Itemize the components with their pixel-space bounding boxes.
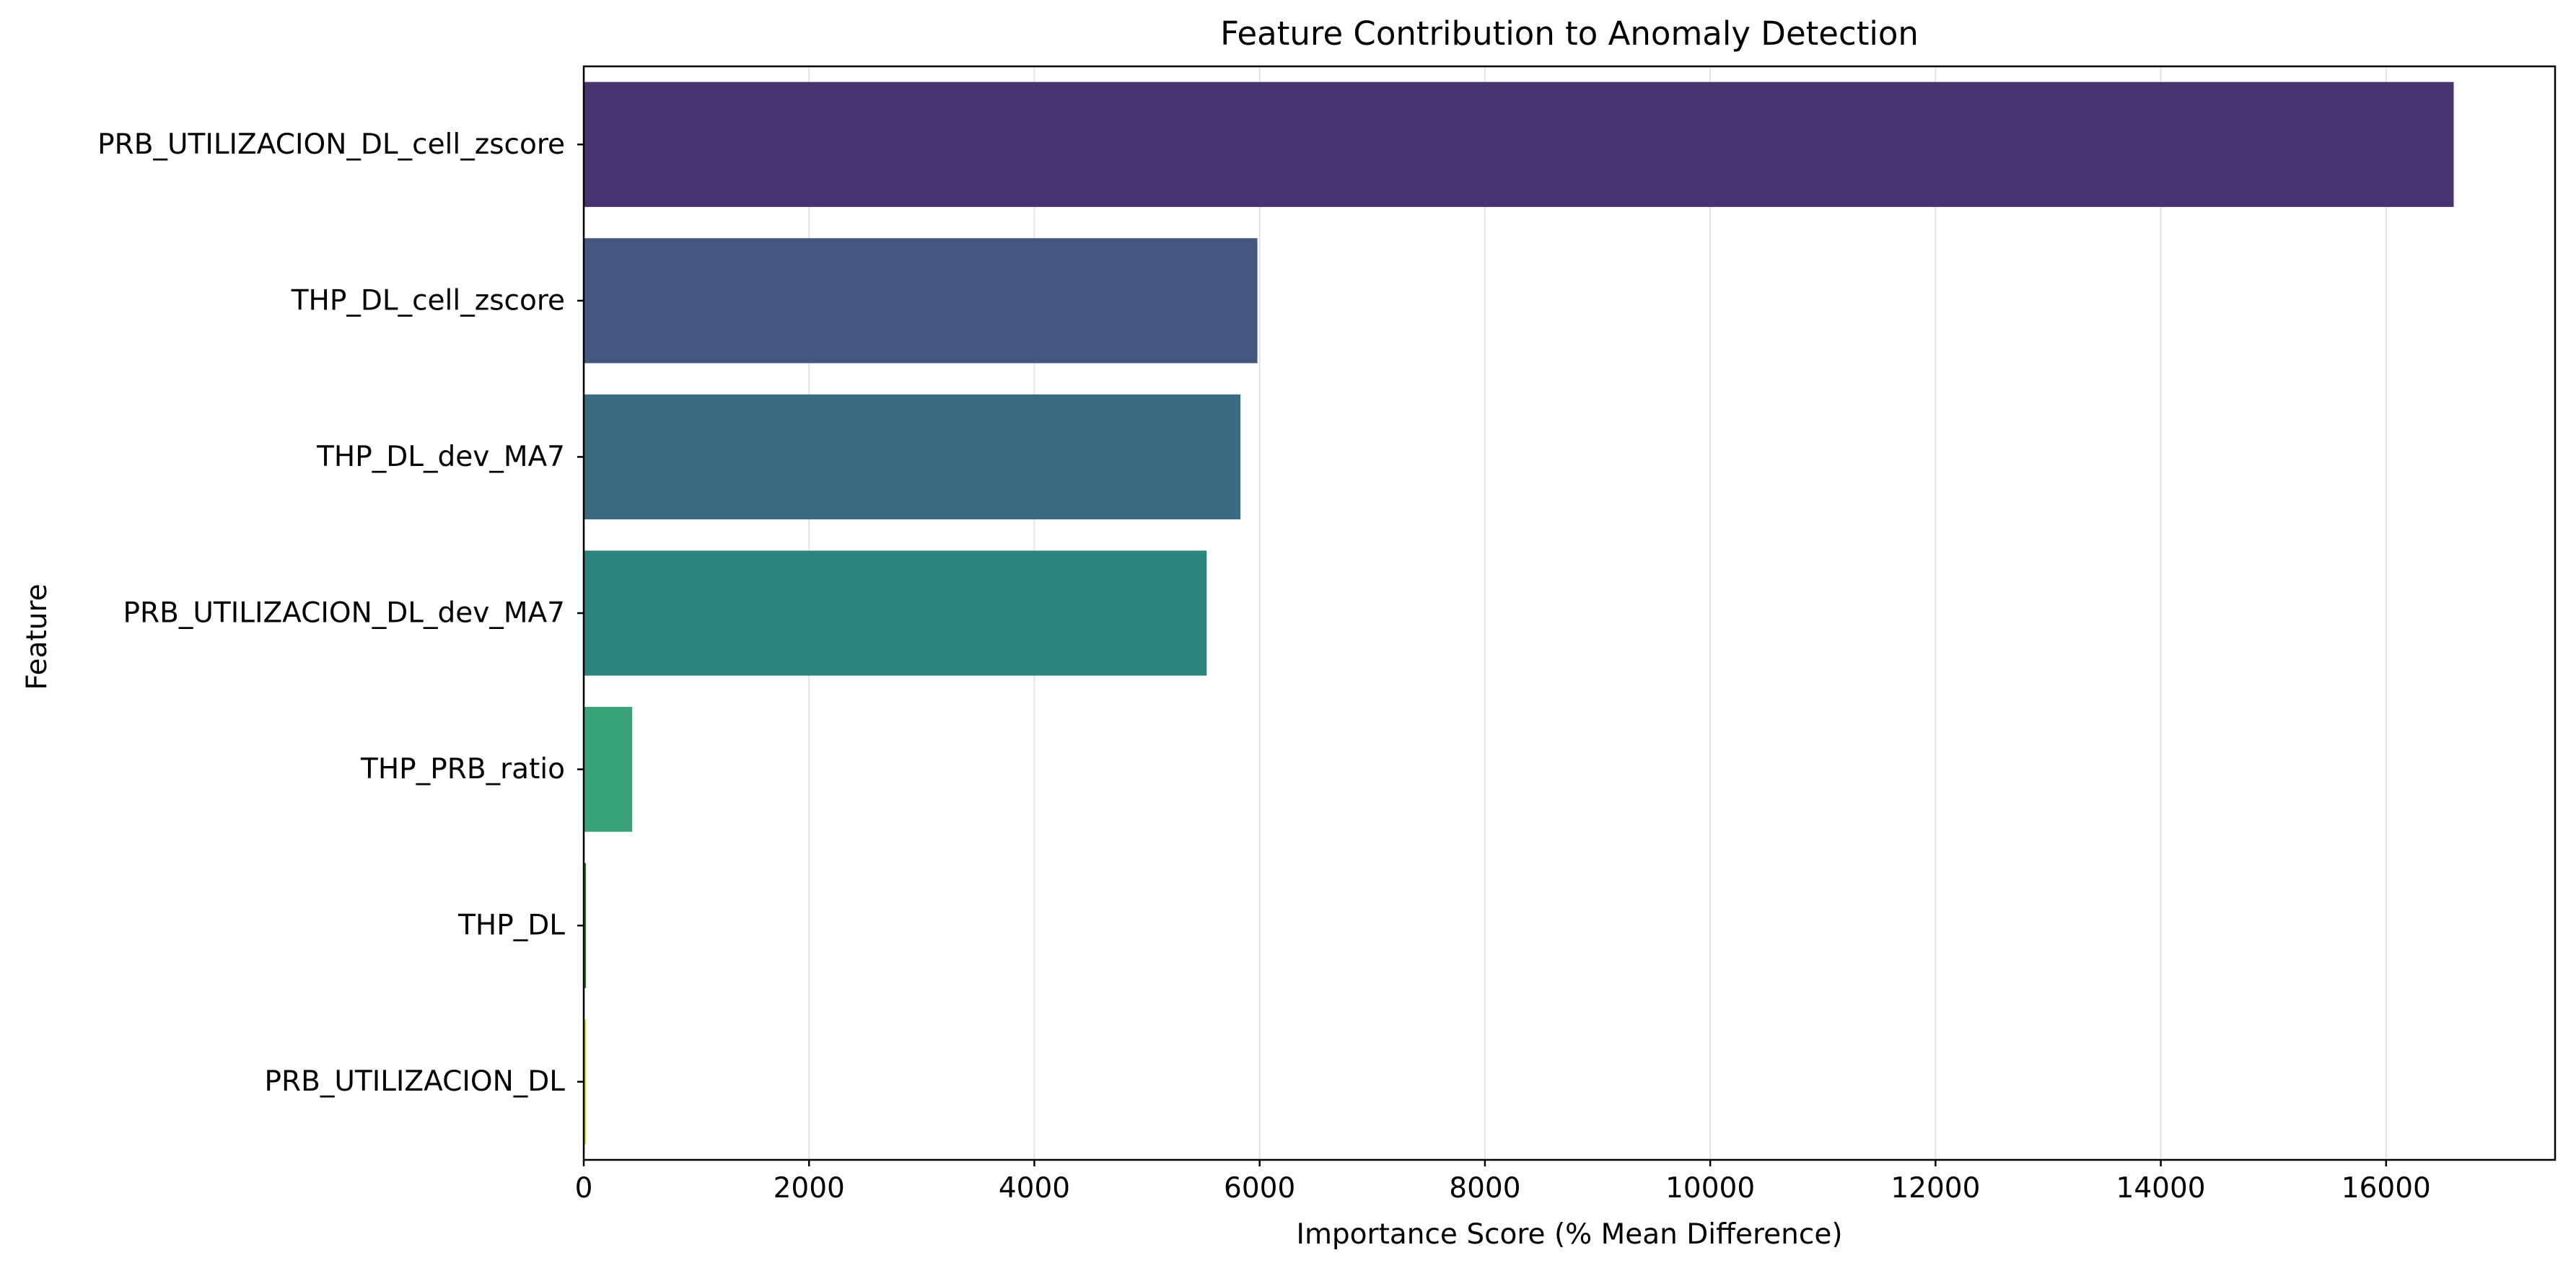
x-tick-label: 0	[575, 1172, 593, 1205]
x-tick-label: 14000	[2116, 1172, 2206, 1205]
bar	[584, 863, 587, 988]
x-tick-label: 12000	[1891, 1172, 1980, 1205]
y-tick-label: THP_PRB_ratio	[360, 753, 565, 786]
y-ticks: PRB_UTILIZACION_DL_cell_zscore THP_DL_cel…	[97, 128, 584, 1098]
x-tick-label: 6000	[1224, 1172, 1295, 1205]
y-tick-label: THP_DL_dev_MA7	[316, 441, 565, 473]
bar	[584, 82, 2454, 207]
bar	[584, 238, 1258, 364]
y-tick-label: THP_DL	[457, 910, 565, 942]
bar	[584, 1019, 587, 1145]
bar	[584, 394, 1241, 520]
chart-title: Feature Contribution to Anomaly Detectio…	[1220, 14, 1919, 53]
y-tick-label: PRB_UTILIZACION_DL	[264, 1065, 565, 1098]
y-tick-label: PRB_UTILIZACION_DL_cell_zscore	[97, 128, 565, 161]
x-tick-label: 8000	[1449, 1172, 1520, 1205]
x-tick-label: 2000	[774, 1172, 845, 1205]
bars	[584, 82, 2454, 1145]
x-tick-label: 4000	[999, 1172, 1070, 1205]
x-tick-label: 16000	[2341, 1172, 2431, 1205]
bar	[584, 550, 1207, 676]
bar	[584, 706, 633, 832]
x-tick-label: 10000	[1665, 1172, 1755, 1205]
plot-frame	[582, 65, 2557, 1161]
x-ticks: 0 2000 4000 6000 8000 10000 12000 14000 16000	[575, 1160, 2431, 1205]
y-tick-label: THP_DL_cell_zscore	[291, 284, 565, 317]
y-axis-label: Feature	[21, 584, 53, 690]
y-tick-label: PRB_UTILIZACION_DL_dev_MA7	[123, 597, 565, 630]
x-axis-label: Importance Score (% Mean Difference)	[1296, 1218, 1842, 1251]
